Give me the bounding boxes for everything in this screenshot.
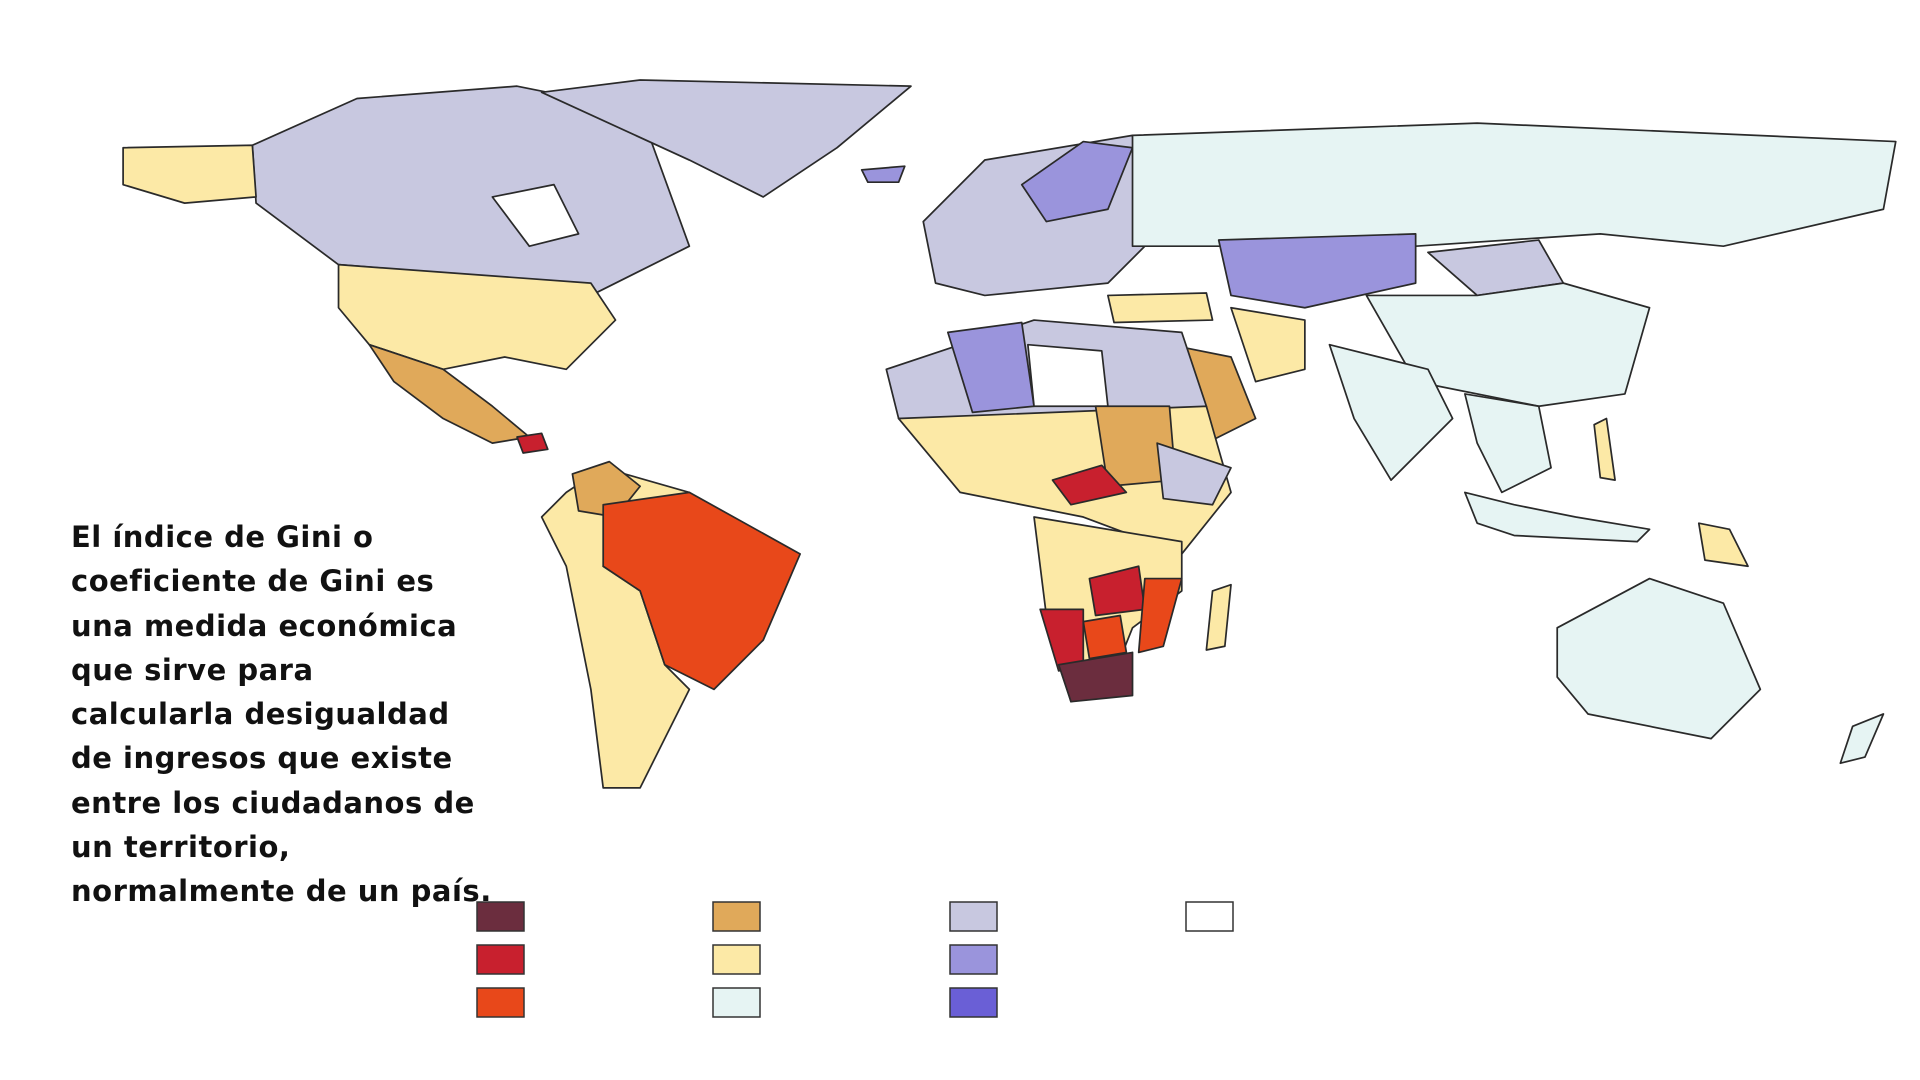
southeast-asia <box>1464 393 1552 494</box>
iran <box>1230 306 1306 383</box>
south-africa <box>1057 651 1134 703</box>
russia <box>1131 122 1897 248</box>
usa <box>337 263 617 371</box>
brazil <box>602 491 802 691</box>
mozambique <box>1137 577 1183 654</box>
greenland <box>540 79 912 198</box>
legend-swatch <box>949 987 998 1018</box>
description-line: entre los ciudadanos de <box>71 785 475 820</box>
alaska <box>122 144 257 204</box>
india <box>1328 343 1454 481</box>
legend-swatch <box>712 901 761 932</box>
scandinavia <box>1020 140 1134 223</box>
legend-swatch <box>712 987 761 1018</box>
botswana <box>1082 614 1128 660</box>
central-america <box>516 432 549 454</box>
papua <box>1697 522 1749 568</box>
australia <box>1556 577 1762 740</box>
description-line: una medida económica <box>71 608 458 643</box>
description: El índice de Gini o coeficiente de Gini e… <box>71 515 491 914</box>
canada <box>251 85 691 297</box>
kazakhstan <box>1217 233 1417 309</box>
philippines <box>1593 417 1616 481</box>
turkey <box>1107 292 1214 324</box>
indonesia <box>1464 491 1651 543</box>
car <box>1051 464 1128 506</box>
legend-swatch <box>476 901 525 932</box>
legend-swatch <box>949 901 998 932</box>
madagascar <box>1205 583 1232 651</box>
description-line: normalmente de un país. <box>71 874 492 909</box>
horn-of-africa <box>1156 442 1232 506</box>
description-line: un territorio, <box>71 830 291 865</box>
legend-swatch <box>476 987 525 1018</box>
description-line: de ingresos que existe <box>71 741 453 776</box>
new-zealand <box>1839 713 1885 765</box>
description-line: que sirve para <box>71 652 314 687</box>
legend-swatch <box>1185 901 1234 932</box>
iceland <box>860 165 906 184</box>
legend-swatch <box>712 944 761 975</box>
description-line: El índice de Gini o <box>71 520 374 554</box>
countries <box>122 79 1897 789</box>
legend-swatch <box>949 944 998 975</box>
description-line: coeficiente de Gini es <box>71 564 435 599</box>
hudson-bay <box>491 183 580 248</box>
legend-swatch <box>476 944 525 975</box>
description-line: calcularla desigualdad <box>71 697 450 732</box>
mexico <box>368 343 531 445</box>
